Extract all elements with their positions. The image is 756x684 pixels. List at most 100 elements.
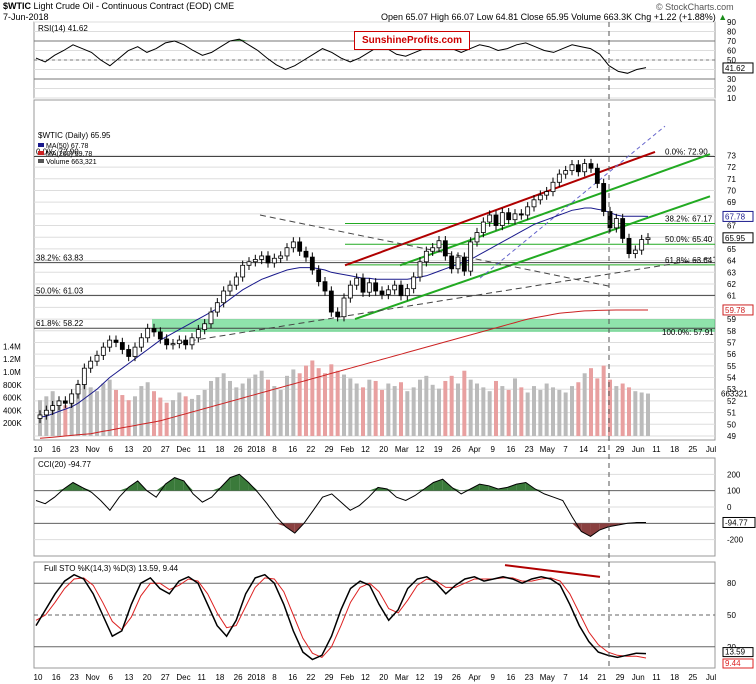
candle-body [297, 241, 303, 252]
candle-body [170, 343, 176, 346]
x-tick-bottom: 16 [288, 673, 297, 682]
x-tick-bottom: 16 [52, 673, 61, 682]
cci-low-fill [599, 523, 610, 530]
volume-bar [95, 391, 99, 436]
x-tick: 16 [506, 445, 515, 454]
x-tick-bottom: 12 [361, 673, 370, 682]
copyright: © StockCharts.com [656, 2, 734, 12]
x-tick-bottom: 11 [198, 673, 207, 682]
rsi-y-tick: 20 [727, 85, 736, 94]
x-tick: 10 [34, 445, 43, 454]
candle-body [290, 241, 296, 249]
volume-bar [126, 400, 131, 436]
candle-body [322, 281, 328, 292]
x-tick-bottom: Apr [468, 673, 481, 682]
volume-bar [620, 383, 625, 436]
volume-bar [114, 389, 118, 436]
price-y-tick: 50 [727, 420, 736, 429]
sto-d-last-label: 9.44 [725, 659, 741, 668]
support-zone [152, 319, 715, 332]
candle-body [518, 213, 524, 216]
price-title: $WTIC (Daily) 65.95 [38, 131, 111, 140]
candle-body [56, 400, 62, 406]
candle-body [417, 261, 423, 278]
candle-body [556, 173, 562, 183]
price-y-tick: 72 [727, 163, 736, 172]
x-tick: 18 [670, 445, 679, 454]
candle-body [195, 329, 201, 339]
volume-bar [209, 380, 213, 436]
candle-body [461, 256, 467, 272]
fib-label-0: 0.0%: 72.90 [36, 148, 79, 157]
fib-label-618: 61.8%: 58.22 [36, 319, 84, 328]
volume-bar [221, 373, 226, 436]
candle-body [506, 212, 512, 221]
candle-body [582, 163, 588, 173]
candle-body [252, 259, 258, 263]
volume-bar [519, 387, 524, 436]
cci-last-label: -94.77 [725, 518, 748, 527]
price-last-label: 59.78 [725, 306, 746, 315]
rsi-line [35, 38, 647, 74]
cci-y-tick: 0 [727, 503, 732, 512]
price-last-box [722, 304, 754, 316]
x-tick: 29 [616, 445, 625, 454]
cci-high-fill [442, 479, 452, 491]
x-tick-bottom: 10 [34, 673, 43, 682]
volume-bar [405, 391, 410, 436]
candle-body [335, 311, 341, 318]
volume-last-label: 663321 [721, 390, 748, 399]
x-tick: 11 [198, 445, 207, 454]
volume-bar [177, 392, 182, 436]
cci-y-tick: 200 [727, 470, 741, 479]
candle-body [392, 284, 398, 291]
volume-bar [247, 378, 251, 436]
cci-high-fill [72, 482, 83, 491]
cci-high-fill [183, 480, 194, 491]
x-tick: 25 [688, 445, 697, 454]
volume-bar [538, 389, 543, 436]
candle-body [347, 284, 353, 299]
cci-last-box [722, 516, 756, 528]
volume-bar [234, 387, 239, 436]
candle-body [411, 276, 417, 290]
volume-bar [240, 383, 245, 436]
volume-bar [627, 387, 631, 436]
candle-body [442, 240, 448, 257]
sto-d-line [35, 577, 647, 659]
volume-bar [462, 370, 467, 436]
x-tick: Dec [176, 445, 190, 454]
candle-body [75, 384, 81, 395]
volume-bar [589, 368, 593, 436]
volume-bar [399, 382, 403, 436]
candle-body [145, 328, 151, 339]
volume-bar [430, 384, 435, 436]
candle-body [107, 339, 113, 348]
x-tick-bottom: 18 [215, 673, 224, 682]
brand-badge: SunshineProfits.com [354, 31, 470, 50]
price-last-box [722, 210, 754, 222]
volume-bar [88, 387, 93, 436]
volume-bar [107, 379, 112, 436]
x-tick: 14 [579, 445, 588, 454]
candle-body [341, 297, 347, 318]
candle-body [164, 338, 170, 346]
candle-body [81, 367, 87, 385]
x-tick: Nov [85, 445, 99, 454]
x-tick-bottom: 23 [525, 673, 534, 682]
rsi-y-tick: 50 [727, 56, 736, 65]
candle-body [94, 354, 100, 362]
x-tick-bottom: 6 [109, 673, 114, 682]
instrument-name: Light Crude Oil - Continuous Contract (E… [33, 1, 212, 11]
fib-label-50-up: 50.0%: 65.40 [665, 235, 713, 244]
candle-body [360, 277, 366, 293]
x-tick-bottom: 20 [379, 673, 388, 682]
volume-bar [614, 386, 619, 436]
fib-label-top: 0.0%: 72.90 [665, 148, 708, 157]
x-tick: 23 [70, 445, 79, 454]
x-tick: 18 [215, 445, 224, 454]
rsi-last-box [722, 62, 754, 74]
legend-swatch [38, 143, 44, 147]
x-tick: May [540, 445, 555, 454]
price-y-tick: 52 [727, 397, 736, 406]
